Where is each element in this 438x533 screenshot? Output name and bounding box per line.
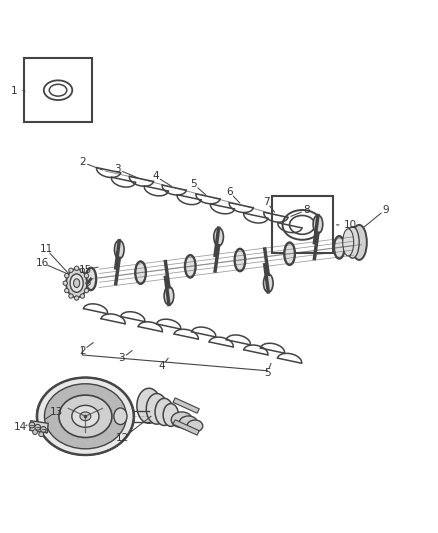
Ellipse shape <box>74 279 80 287</box>
Ellipse shape <box>313 215 323 233</box>
Text: 12: 12 <box>116 433 129 443</box>
Polygon shape <box>30 421 48 433</box>
Text: 8: 8 <box>303 205 310 215</box>
Ellipse shape <box>29 422 35 428</box>
Ellipse shape <box>39 432 43 437</box>
Ellipse shape <box>85 288 89 293</box>
Text: 6: 6 <box>226 187 233 197</box>
Ellipse shape <box>164 287 174 305</box>
Text: 10: 10 <box>344 220 357 230</box>
Ellipse shape <box>135 262 145 284</box>
Ellipse shape <box>235 249 245 271</box>
Text: 4: 4 <box>152 171 159 181</box>
Ellipse shape <box>171 412 192 427</box>
Ellipse shape <box>155 398 173 425</box>
Ellipse shape <box>59 395 112 438</box>
Ellipse shape <box>343 229 354 256</box>
Ellipse shape <box>137 388 161 423</box>
Ellipse shape <box>146 393 167 424</box>
Ellipse shape <box>285 243 295 265</box>
Ellipse shape <box>70 274 83 292</box>
Ellipse shape <box>179 416 198 430</box>
Bar <box>24 59 92 122</box>
Ellipse shape <box>32 430 37 434</box>
Text: 13: 13 <box>49 407 63 417</box>
Text: 7: 7 <box>263 197 270 207</box>
Ellipse shape <box>346 227 359 258</box>
Ellipse shape <box>86 281 90 285</box>
Ellipse shape <box>64 273 69 278</box>
Ellipse shape <box>185 255 195 277</box>
Ellipse shape <box>114 408 127 425</box>
Text: 9: 9 <box>382 205 389 215</box>
Ellipse shape <box>63 281 67 285</box>
Text: 4: 4 <box>159 361 166 372</box>
Text: 16: 16 <box>36 258 49 268</box>
Text: 5: 5 <box>190 179 197 189</box>
Ellipse shape <box>80 268 85 272</box>
Ellipse shape <box>86 268 96 290</box>
Ellipse shape <box>85 273 89 278</box>
Text: 3: 3 <box>118 353 125 364</box>
Bar <box>272 197 333 253</box>
Text: 15: 15 <box>79 265 92 275</box>
Text: 2: 2 <box>79 345 86 356</box>
Ellipse shape <box>35 424 40 430</box>
Text: 2: 2 <box>79 157 86 167</box>
Text: 1: 1 <box>11 86 18 96</box>
Ellipse shape <box>69 268 73 272</box>
Text: 5: 5 <box>264 368 271 378</box>
Text: 11: 11 <box>39 244 53 254</box>
Ellipse shape <box>64 288 69 293</box>
Polygon shape <box>173 398 199 413</box>
Ellipse shape <box>351 225 367 260</box>
Ellipse shape <box>285 243 295 265</box>
Ellipse shape <box>86 268 96 290</box>
Ellipse shape <box>66 269 87 297</box>
Ellipse shape <box>80 412 91 421</box>
Ellipse shape <box>135 262 145 284</box>
Ellipse shape <box>187 420 203 432</box>
Ellipse shape <box>235 249 245 271</box>
Ellipse shape <box>74 266 79 270</box>
Ellipse shape <box>114 240 124 259</box>
Ellipse shape <box>74 296 79 300</box>
Text: 3: 3 <box>114 164 121 174</box>
Text: 14: 14 <box>14 422 27 432</box>
Ellipse shape <box>37 378 134 455</box>
Ellipse shape <box>263 274 273 292</box>
Ellipse shape <box>214 228 223 246</box>
Ellipse shape <box>334 237 344 259</box>
Ellipse shape <box>44 384 126 449</box>
Ellipse shape <box>69 294 73 298</box>
Polygon shape <box>173 420 199 435</box>
Ellipse shape <box>72 405 99 427</box>
Ellipse shape <box>80 294 85 298</box>
Ellipse shape <box>40 426 46 432</box>
Ellipse shape <box>334 237 344 259</box>
Ellipse shape <box>163 403 178 426</box>
Ellipse shape <box>185 255 195 277</box>
